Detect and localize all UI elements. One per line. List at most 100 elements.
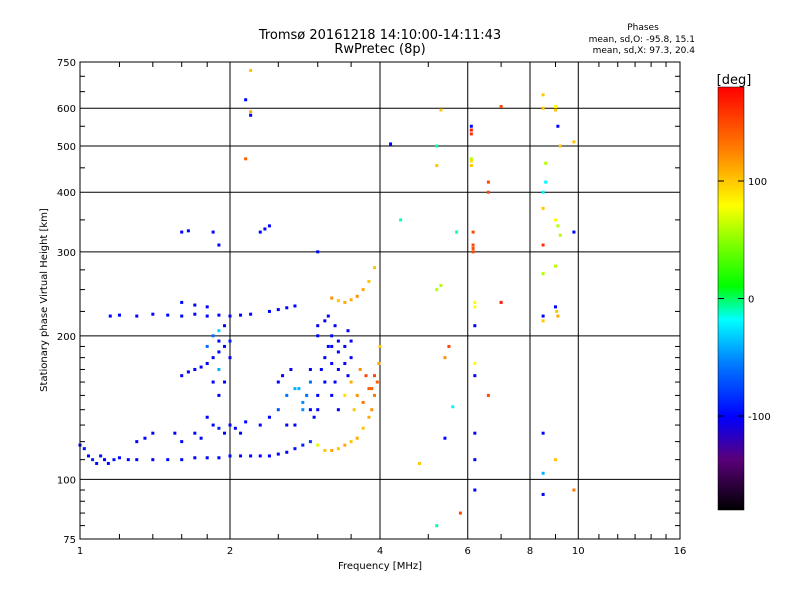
data-point [458, 511, 462, 515]
data-point [193, 303, 197, 307]
data-point [435, 164, 439, 168]
colorbar-tick-label: 100 [748, 177, 767, 188]
data-point [239, 431, 243, 435]
data-point [143, 436, 147, 440]
data-point [343, 300, 347, 304]
data-point [367, 279, 371, 283]
data-point [258, 454, 262, 458]
data-point [211, 334, 215, 338]
data-point [308, 380, 312, 384]
data-point [180, 440, 184, 444]
data-point [343, 344, 347, 348]
data-point [330, 393, 334, 397]
data-point [276, 452, 280, 456]
data-point [473, 300, 477, 304]
data-point [343, 443, 347, 447]
chart-subtitle: RwPretec (8p) [334, 42, 425, 57]
data-point [469, 157, 473, 161]
data-point [541, 272, 545, 276]
data-point [276, 308, 280, 312]
data-point [333, 380, 337, 384]
data-point [343, 361, 347, 365]
data-point [258, 423, 262, 427]
data-point [228, 314, 232, 318]
data-point [180, 230, 184, 234]
data-point [435, 524, 439, 528]
data-point [217, 393, 221, 397]
data-point [443, 356, 447, 360]
data-point [316, 443, 320, 447]
data-point [364, 374, 368, 378]
data-point [439, 283, 443, 287]
stats-title: Phases [627, 23, 659, 33]
data-point [330, 344, 334, 348]
data-point [293, 447, 297, 451]
data-point [572, 488, 576, 492]
data-point [316, 324, 320, 328]
data-point [193, 367, 197, 371]
data-point [471, 246, 475, 250]
data-point [217, 350, 221, 354]
data-point [447, 344, 451, 348]
data-point [301, 400, 305, 404]
data-point [316, 408, 320, 412]
y-tick-label: 200 [57, 332, 76, 343]
data-point [228, 423, 232, 427]
data-point [180, 374, 184, 378]
data-point [223, 344, 227, 348]
data-point [473, 374, 477, 378]
axis-ticks: 1 2 4 6 8 10 16 75 100 200 300 400 500 600 750 [57, 58, 686, 557]
data-point [293, 387, 297, 391]
data-point [473, 361, 477, 365]
data-point [112, 458, 116, 462]
data-point [358, 367, 362, 371]
x-tick-label: 10 [572, 546, 585, 557]
data-point [267, 224, 271, 228]
data-points [78, 68, 576, 528]
data-point [205, 344, 209, 348]
data-point [469, 164, 473, 168]
data-point [541, 314, 545, 318]
data-point [249, 68, 253, 72]
data-point [316, 250, 320, 254]
data-point [361, 426, 365, 430]
data-point [336, 408, 340, 412]
data-point [553, 264, 557, 268]
data-point [399, 218, 403, 222]
data-point [223, 431, 227, 435]
data-point [471, 250, 475, 254]
x-tick-label: 16 [674, 546, 687, 557]
data-point [267, 415, 271, 419]
data-point [343, 393, 347, 397]
data-point [267, 454, 271, 458]
y-tick-label: 750 [57, 58, 76, 69]
data-point [135, 314, 139, 318]
data-point [258, 230, 262, 234]
data-point [151, 431, 155, 435]
data-point [117, 313, 121, 317]
data-point [228, 454, 232, 458]
data-point [285, 423, 289, 427]
data-point [553, 458, 557, 462]
y-tick-label: 100 [57, 475, 76, 486]
data-point [180, 314, 184, 318]
data-point [173, 431, 177, 435]
data-point [330, 448, 334, 452]
data-point [211, 230, 215, 234]
data-point [370, 408, 374, 412]
data-point [305, 393, 309, 397]
data-point [473, 305, 477, 309]
data-point [205, 415, 209, 419]
data-point [417, 461, 421, 465]
data-point [330, 361, 334, 365]
data-point [349, 356, 353, 360]
data-point [217, 456, 221, 460]
data-point [193, 456, 197, 460]
data-point [233, 426, 237, 430]
data-point [541, 206, 545, 210]
y-tick-label: 300 [57, 248, 76, 259]
data-point [499, 105, 503, 109]
data-point [217, 339, 221, 343]
data-point [558, 144, 562, 148]
data-point [355, 294, 359, 298]
